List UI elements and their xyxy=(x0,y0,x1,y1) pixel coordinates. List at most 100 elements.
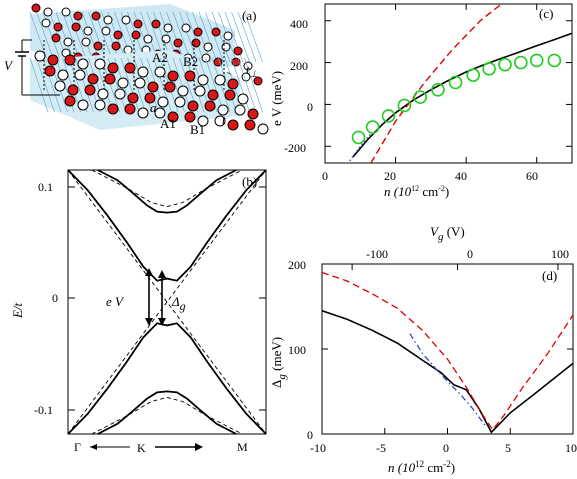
red-site xyxy=(73,11,83,21)
panel-c-ticks xyxy=(324,4,572,163)
white-site xyxy=(101,26,111,36)
c-data-point xyxy=(365,120,380,134)
hatch-line xyxy=(166,11,185,63)
red-site xyxy=(124,103,136,115)
white-site xyxy=(223,31,233,41)
white-site xyxy=(177,85,189,97)
panel-b-curves xyxy=(67,169,267,435)
c-ytick-1: 200 xyxy=(290,59,308,73)
red-site xyxy=(91,11,101,21)
d-xlabel: n (1012 cm-2) xyxy=(388,459,455,475)
white-site xyxy=(117,77,129,89)
white-site xyxy=(63,37,73,47)
red-site xyxy=(167,111,179,123)
red-site xyxy=(187,100,199,112)
white-site xyxy=(214,115,226,127)
hatch-line xyxy=(231,11,250,63)
panel-d-letter: (d) xyxy=(542,268,557,283)
red-site xyxy=(93,41,103,51)
red-site xyxy=(144,92,156,104)
white-site xyxy=(181,23,191,33)
red-site xyxy=(67,84,79,96)
d-ylabel: Δg (meV) xyxy=(269,337,288,388)
panel-b-bands: 0.1 0 -0.1 E/t Γ K M e V Δg (b) xyxy=(10,169,267,455)
site-b1-label: B1 xyxy=(190,122,205,137)
b-ytick-2: -0.1 xyxy=(34,403,53,417)
panel-d-frame xyxy=(321,263,574,435)
b-ylabel: E/t xyxy=(10,302,25,319)
hatch-line xyxy=(205,11,224,63)
red-site xyxy=(247,108,259,120)
red-site xyxy=(244,119,256,131)
white-site xyxy=(197,115,209,127)
c-series-solid xyxy=(352,32,572,158)
red-site xyxy=(107,62,119,74)
red-site xyxy=(84,84,96,96)
c-clipped xyxy=(349,4,572,163)
lattice-const-label: a xyxy=(150,100,157,115)
c-ylabel: e V (meV) xyxy=(269,71,284,126)
hatch-line xyxy=(172,57,192,113)
d-ytick-1: 100 xyxy=(288,343,306,357)
white-site xyxy=(194,85,206,97)
c-ytick-0: 400 xyxy=(290,17,308,31)
white-site xyxy=(61,7,71,17)
d-xtick-3: 5 xyxy=(505,441,511,455)
d-xtick-1: -5 xyxy=(376,441,386,455)
white-site xyxy=(94,58,106,70)
white-site xyxy=(203,42,213,52)
hatch-line xyxy=(237,57,257,113)
white-site xyxy=(57,69,69,81)
d-series-solid xyxy=(322,310,573,434)
hatch-line xyxy=(237,11,257,63)
c-data-point xyxy=(448,75,463,90)
red-site xyxy=(47,54,59,66)
hatch-line xyxy=(244,57,263,113)
panel-b-frame xyxy=(67,169,267,435)
red-site xyxy=(71,22,81,32)
hatch-line xyxy=(94,11,114,63)
b-xtick-m: M xyxy=(237,440,248,454)
b-gap-label: Δg xyxy=(171,294,186,313)
d-xtick-0: -10 xyxy=(310,441,326,455)
white-site xyxy=(217,104,229,116)
panel-a-letter: (a) xyxy=(242,8,256,23)
red-site xyxy=(104,73,116,85)
panel-d-chart: 200 100 0 -10 -5 0 5 10 -100 0 100 Vg (V… xyxy=(269,224,577,475)
voltage-source-icon xyxy=(15,39,60,96)
white-site xyxy=(81,37,91,47)
red-site xyxy=(51,33,61,43)
panel-c-chart: 400 200 0 -200 0 20 40 60 e V (meV) n (1… xyxy=(269,3,573,199)
c-xtick-1: 20 xyxy=(384,169,396,183)
d-ytick-2: 0 xyxy=(307,428,313,442)
c-data-point xyxy=(466,68,481,82)
hatch-line xyxy=(36,57,55,113)
white-site xyxy=(154,66,166,78)
site-b2-label: B2 xyxy=(183,54,198,69)
c-data-point xyxy=(482,62,496,76)
white-site xyxy=(77,99,89,111)
hatch-line xyxy=(55,11,75,63)
red-site xyxy=(253,76,263,86)
red-site xyxy=(211,27,221,37)
white-site xyxy=(134,77,146,89)
white-site xyxy=(237,93,249,105)
hatch-line xyxy=(120,57,140,113)
red-site xyxy=(191,38,201,48)
d-toptick-1: 0 xyxy=(467,247,473,261)
c-data-point xyxy=(397,98,412,113)
panel-b-letter: (b) xyxy=(242,174,257,189)
panel-d-plot xyxy=(322,271,573,434)
red-site xyxy=(64,54,76,66)
c-xtick-3: 60 xyxy=(526,169,538,183)
hatch-line xyxy=(218,57,237,113)
white-site xyxy=(234,104,246,116)
d-toptick-2: 100 xyxy=(551,247,569,261)
c-data-point xyxy=(351,130,366,145)
red-site xyxy=(113,30,123,40)
red-site xyxy=(133,19,143,29)
white-site xyxy=(201,53,211,63)
red-site xyxy=(173,38,183,48)
c-data-point xyxy=(529,53,544,68)
white-site xyxy=(41,18,51,28)
